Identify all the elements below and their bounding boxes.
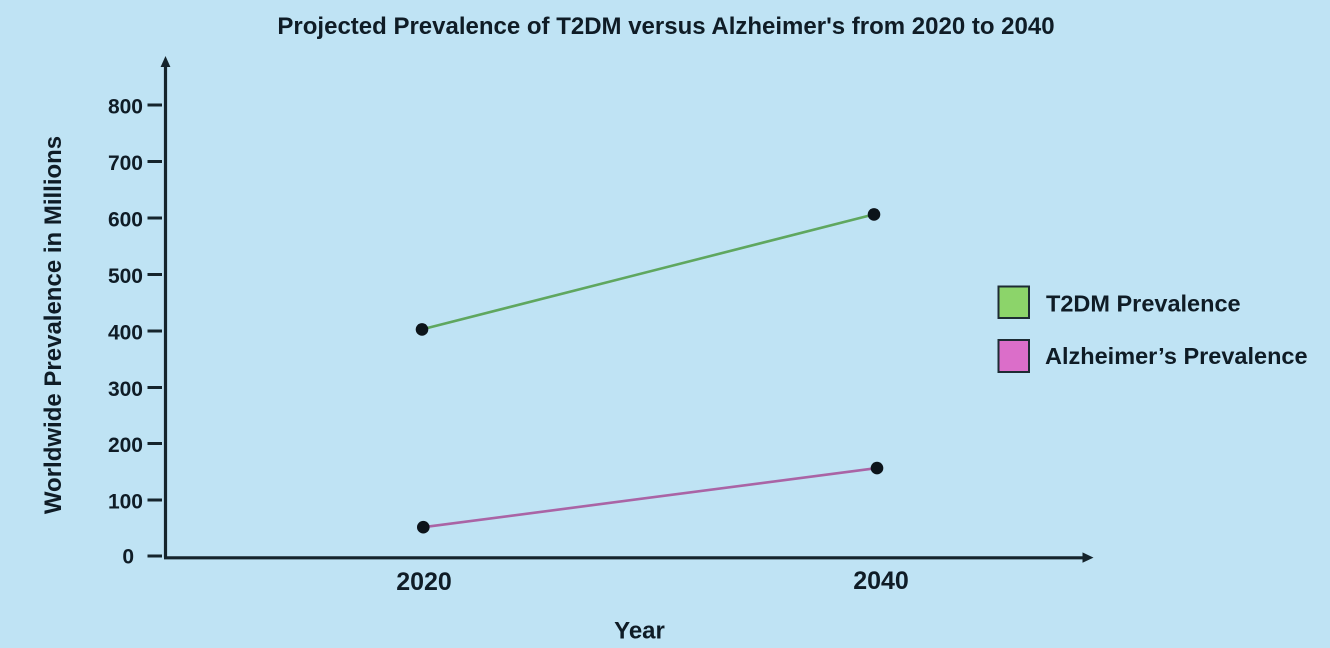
svg-text:400: 400 <box>108 322 143 345</box>
svg-text:T2DM Prevalence: T2DM Prevalence <box>1046 291 1241 317</box>
svg-text:100: 100 <box>108 491 143 514</box>
svg-text:Year: Year <box>614 618 665 645</box>
svg-text:0: 0 <box>122 546 134 569</box>
svg-text:Alzheimer’s Prevalence: Alzheimer’s Prevalence <box>1045 343 1308 369</box>
svg-text:Worldwide Prevalence in Millio: Worldwide Prevalence in Millions <box>40 136 67 514</box>
svg-text:300: 300 <box>108 378 143 401</box>
svg-text:2040: 2040 <box>853 567 909 595</box>
svg-text:500: 500 <box>108 265 143 288</box>
svg-text:2020: 2020 <box>396 568 452 596</box>
svg-text:800: 800 <box>108 96 143 119</box>
svg-text:Projected Prevalence of T2DM v: Projected Prevalence of T2DM versus Alzh… <box>277 13 1054 40</box>
svg-text:600: 600 <box>108 209 143 232</box>
svg-text:200: 200 <box>108 434 143 457</box>
svg-text:700: 700 <box>108 152 143 175</box>
